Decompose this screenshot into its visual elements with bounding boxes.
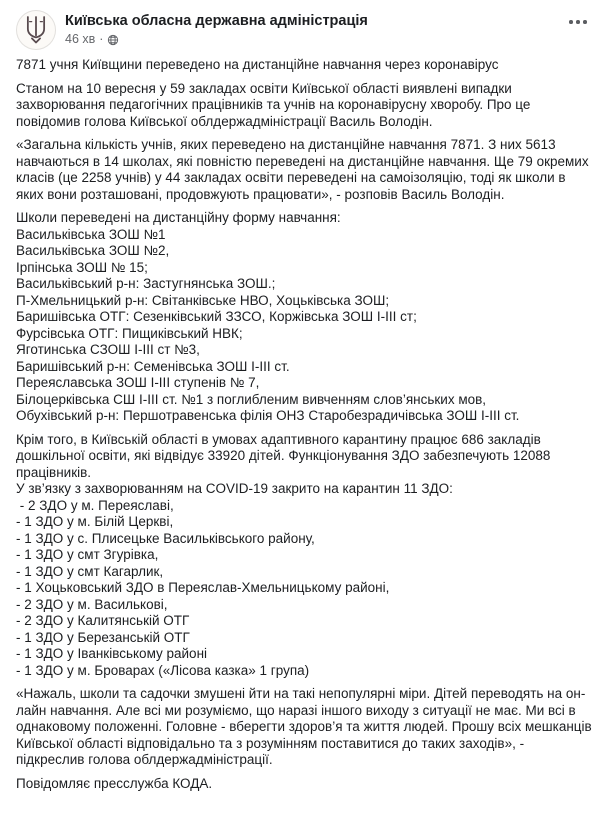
list-item: - 2 ЗДО у м. Переяславі,: [16, 497, 174, 513]
post-title: 7871 учня Київщини переведено на дистанц…: [16, 57, 499, 72]
list-item: - 1 ЗДО у м. Броварах («Лісова казка» 1 …: [16, 662, 310, 678]
list-item: - 1 Хоцьковський ЗДО в Переяслав-Хмельни…: [16, 580, 390, 595]
post-content: 7871 учня Київщини переведено на дистанц…: [16, 54, 596, 792]
list-item: Яготинська СЗОШ І-ІІІ ст №3,: [16, 342, 200, 357]
timestamp[interactable]: 46 хв: [65, 32, 96, 46]
header-text: Київська обласна державна адміністрація …: [65, 10, 368, 47]
schools-list-heading: Школи переведені на дистанційну форму на…: [16, 210, 341, 225]
avatar[interactable]: [16, 10, 56, 50]
list-item: П-Хмельницький р-н: Світанківське НВО, Х…: [16, 292, 390, 308]
list-item: Васильківська ЗОШ №2,: [16, 243, 170, 258]
list-item: Васильківський р-н: Застугнянська ЗОШ.;: [16, 276, 276, 291]
globe-icon: [107, 34, 119, 46]
list-item: - 1 ЗДО у смт Згурівка,: [16, 547, 159, 562]
post-header: Київська обласна державна адміністрація …: [16, 0, 596, 54]
post-paragraph-closing-quote: «Нажаль, школи та садочки змушені йти на…: [16, 686, 592, 767]
list-item: - 1 ЗДО у с. Плисецьке Васильківського р…: [16, 530, 315, 546]
ellipsis-icon: [569, 20, 573, 24]
schools-list: Школи переведені на дистанційну форму на…: [16, 210, 596, 425]
list-item: Переяславська ЗОШ І-ІІІ ступенів № 7,: [16, 375, 260, 390]
list-item: - 1 ЗДО у м. Білій Церкві,: [16, 514, 174, 529]
list-item: Баришівський р-н: Семенівська ЗОШ І-ІІІ …: [16, 358, 290, 374]
page-name[interactable]: Київська обласна державна адміністрація: [65, 13, 368, 29]
kindergartens-paragraph: Крім того, в Київській області в умовах …: [16, 431, 555, 480]
list-item: Ірпінська ЗОШ № 15;: [16, 259, 148, 275]
post-paragraph-source: Повідомляє пресслужба КОДА.: [16, 775, 213, 791]
more-options-button[interactable]: [564, 10, 592, 34]
meta-separator: ·: [99, 32, 104, 46]
post-meta: 46 хв ·: [65, 32, 368, 47]
list-item: - 1 ЗДО у Іванківському районі: [16, 646, 208, 661]
list-item: - 1 ЗДО у Березанській ОТГ: [16, 629, 190, 645]
list-item: - 2 ЗДО у м. Василькові,: [16, 596, 168, 612]
list-item: Білоцерківська СШ І-ІІІ ст. №1 з поглибл…: [16, 391, 487, 407]
list-item: - 1 ЗДО у смт Кагарлик,: [16, 563, 164, 579]
post-paragraph-intro: Станом на 10 вересня у 59 закладах освіт…: [16, 80, 531, 129]
post-paragraph-quote-stats: «Загальна кількість учнів, яких переведе…: [16, 137, 589, 202]
list-item: Баришівська ОТГ: Сезенківський ЗЗСО, Кор…: [16, 309, 417, 324]
kindergartens-heading: У зв’язку з захворюванням на COVID-19 за…: [16, 481, 453, 496]
list-item: Обухівський р-н: Першотравенська філія О…: [16, 408, 520, 423]
list-item: Васильківська ЗОШ №1: [16, 226, 166, 242]
list-item: Фурсівська ОТГ: Пищиківський НВК;: [16, 325, 243, 341]
trident-emblem-icon: [23, 15, 49, 45]
kindergartens-list: Крім того, в Київській області в умовах …: [16, 432, 596, 680]
list-item: - 2 ЗДО у Калитянській ОТГ: [16, 613, 190, 628]
